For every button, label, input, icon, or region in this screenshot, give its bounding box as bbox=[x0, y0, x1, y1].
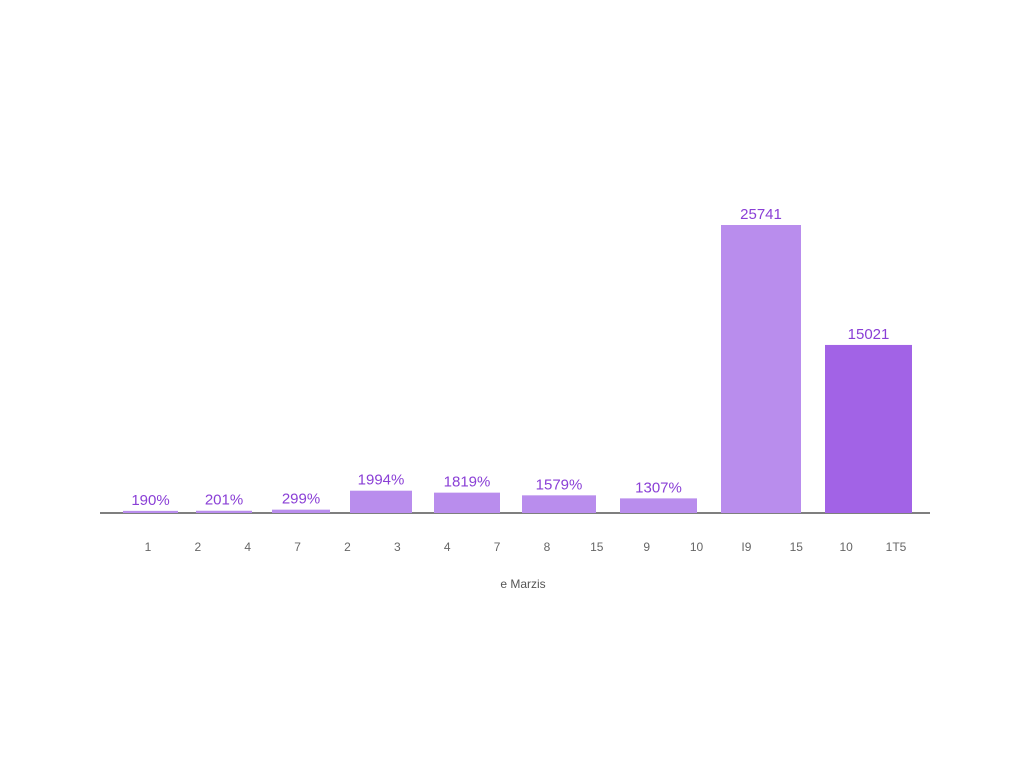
value-label: 1819% bbox=[444, 474, 491, 491]
x-tick-label: 8 bbox=[544, 540, 551, 554]
x-tick-label: 10 bbox=[690, 540, 704, 554]
bar bbox=[620, 498, 697, 513]
value-label: 201% bbox=[205, 492, 243, 509]
value-label: 1307% bbox=[635, 479, 682, 496]
x-tick-label: 4 bbox=[444, 540, 451, 554]
bar bbox=[522, 495, 596, 513]
bar bbox=[123, 510, 178, 513]
x-axis-label: e Marzis bbox=[500, 577, 545, 591]
bar bbox=[272, 509, 330, 513]
value-label: 25741 bbox=[740, 206, 782, 223]
x-tick-label: 3 bbox=[394, 540, 401, 554]
bar bbox=[196, 510, 252, 513]
value-label: 1579% bbox=[536, 476, 583, 493]
x-tick-label: 10 bbox=[839, 540, 853, 554]
x-tick-label: 1 bbox=[145, 540, 152, 554]
x-tick-label: I9 bbox=[741, 540, 751, 554]
x-tick-label: 9 bbox=[643, 540, 650, 554]
bar bbox=[350, 490, 412, 513]
bar bbox=[721, 225, 801, 513]
x-tick-label: 7 bbox=[494, 540, 501, 554]
bar bbox=[434, 492, 500, 513]
x-tick-label: 7 bbox=[294, 540, 301, 554]
x-tick-label: 2 bbox=[344, 540, 351, 554]
x-tick-label: 1T5 bbox=[886, 540, 907, 554]
value-label: 190% bbox=[131, 492, 169, 509]
x-tick-label: 2 bbox=[195, 540, 202, 554]
x-tick-label: 15 bbox=[590, 540, 604, 554]
value-label: 1994% bbox=[358, 472, 405, 489]
value-label: 15021 bbox=[848, 326, 890, 343]
x-tick-label: 15 bbox=[790, 540, 804, 554]
value-label: 299% bbox=[282, 491, 320, 508]
bar bbox=[825, 344, 912, 513]
x-tick-label: 4 bbox=[244, 540, 251, 554]
